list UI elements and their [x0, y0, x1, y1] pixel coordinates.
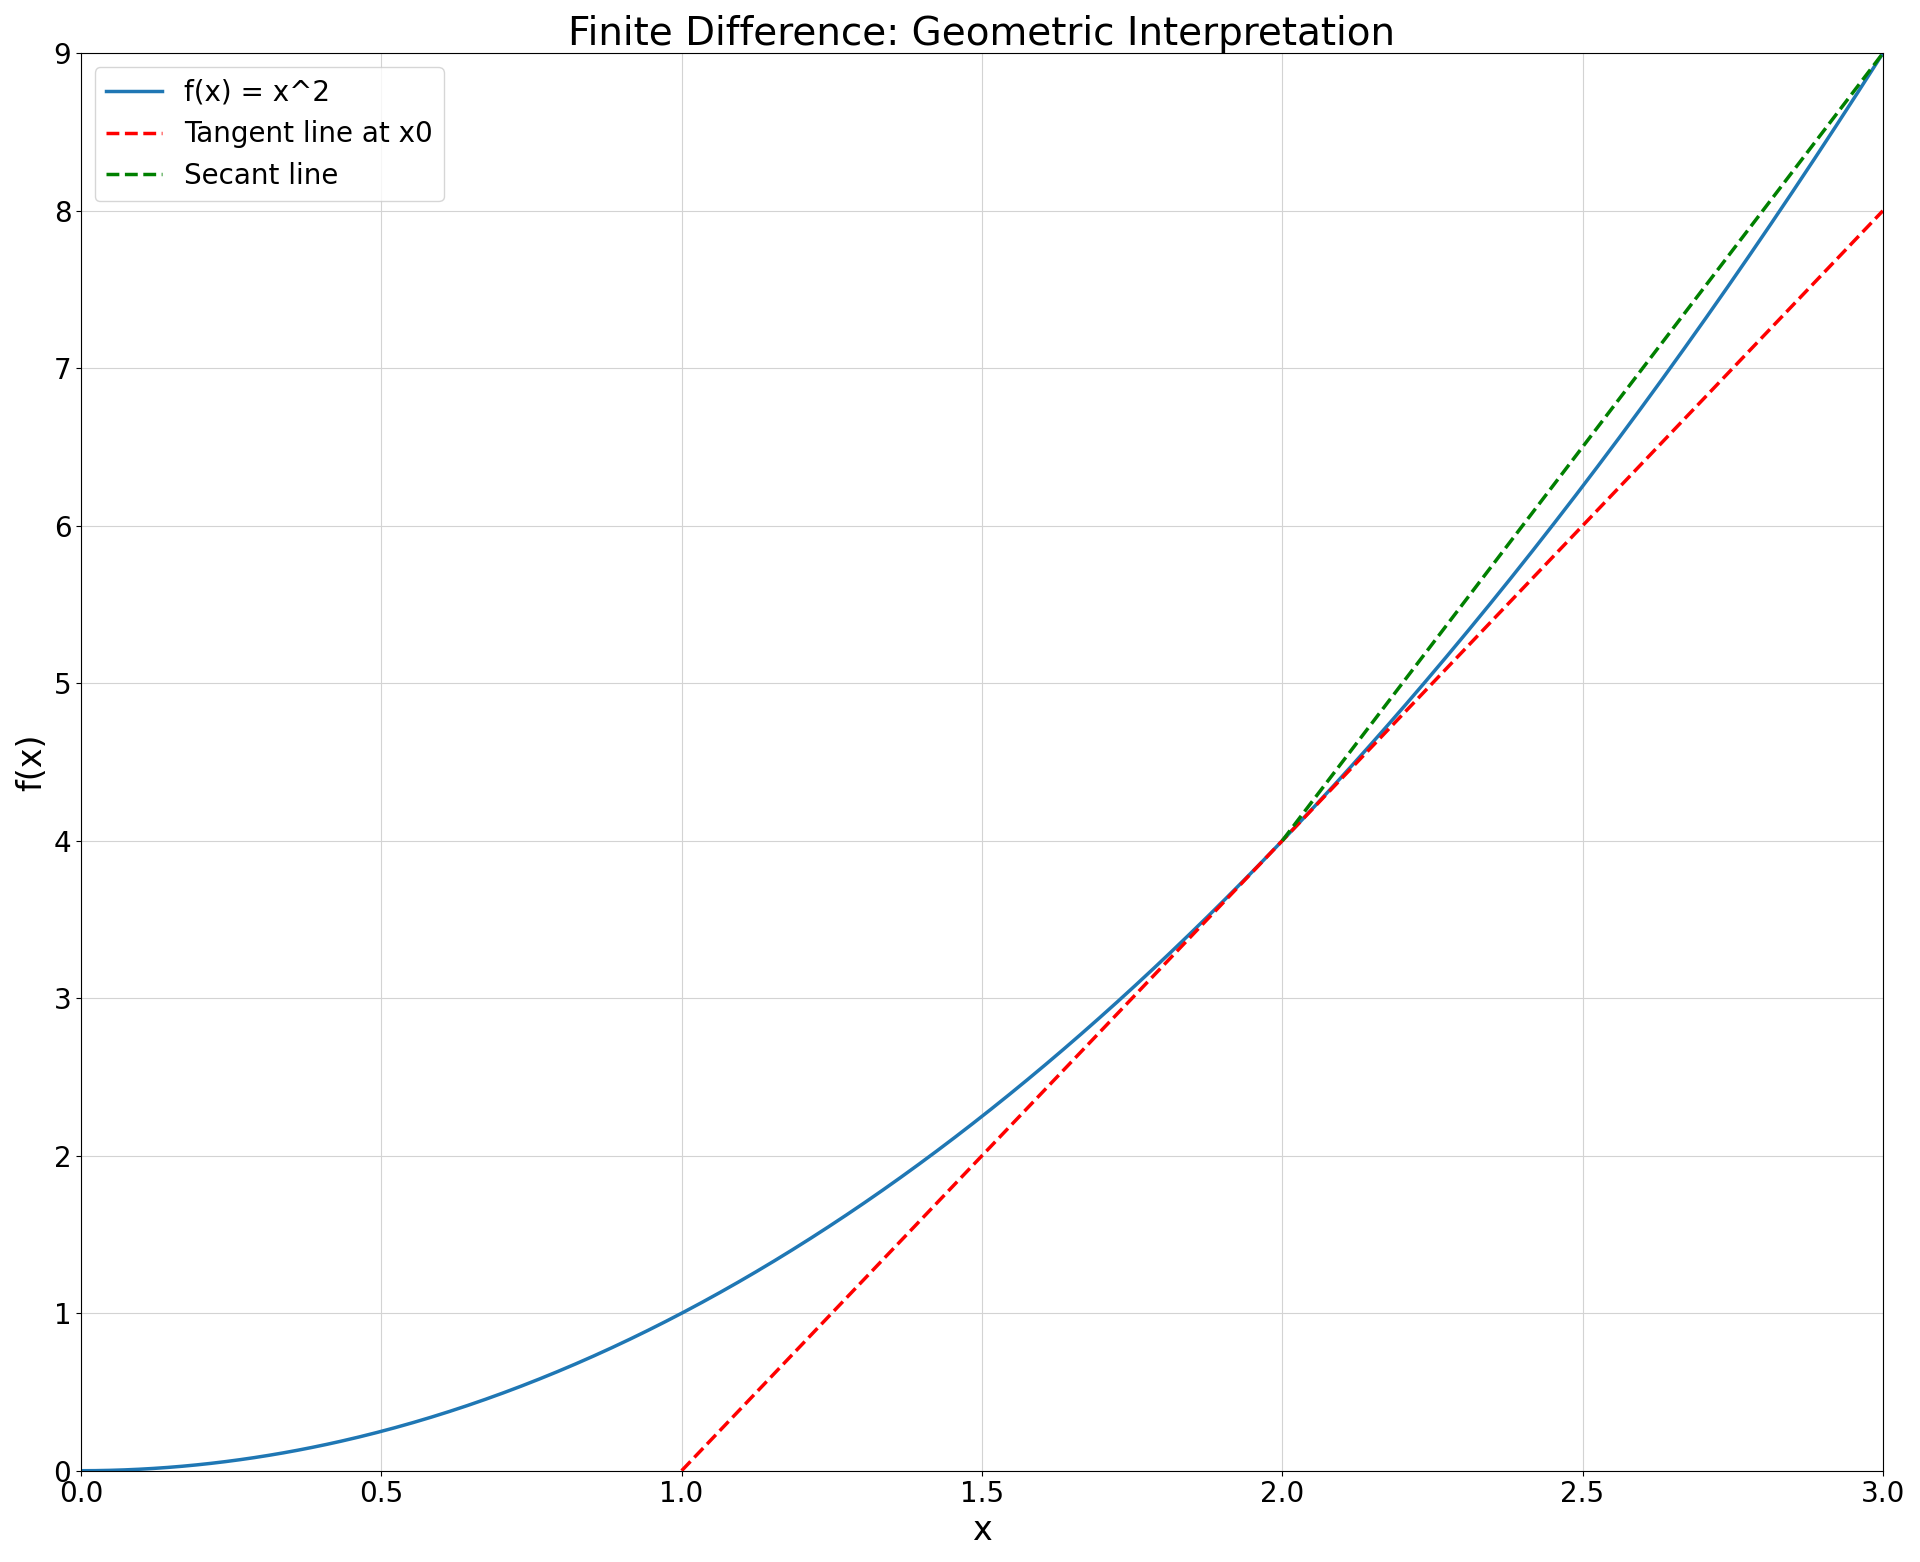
Tangent line at x0 [862, 1261, 885, 1279]
Secant line [1626, 366, 1649, 384]
Line: Tangent line at x0: Tangent line at x0 [682, 211, 1884, 1471]
Secant line [1273, 829, 1296, 848]
Secant line [1814, 117, 1837, 136]
Tangent line at x0 [1473, 620, 1496, 639]
Secant line [1872, 44, 1895, 62]
Secant line [1271, 831, 1294, 850]
Tangent line at x0 [1244, 859, 1267, 878]
Tangent line at x0 [1872, 201, 1895, 220]
f(x) = x^2 [925, 1142, 948, 1161]
f(x) = x^2 [1546, 509, 1569, 528]
Legend: f(x) = x^2, Tangent line at x0, Secant line: f(x) = x^2, Tangent line at x0, Secant l… [94, 67, 444, 201]
Title: Finite Difference: Geometric Interpretation: Finite Difference: Geometric Interpretat… [568, 16, 1396, 53]
f(x) = x^2 [1872, 44, 1895, 62]
Tangent line at x0 [670, 1462, 693, 1481]
Tangent line at x0 [1325, 775, 1348, 793]
f(x) = x^2 [69, 1462, 92, 1481]
f(x) = x^2 [1142, 959, 1165, 978]
Tangent line at x0 [1707, 373, 1730, 392]
X-axis label: x: x [972, 1514, 993, 1546]
f(x) = x^2 [1828, 111, 1851, 130]
Line: Secant line: Secant line [1283, 53, 1884, 840]
Tangent line at x0 [1440, 653, 1463, 672]
Secant line [1638, 350, 1661, 369]
Secant line [1628, 362, 1651, 381]
Y-axis label: f(x): f(x) [15, 733, 48, 790]
Secant line [1776, 167, 1799, 186]
f(x) = x^2 [1044, 1047, 1068, 1065]
f(x) = x^2 [937, 1134, 960, 1153]
Line: f(x) = x^2: f(x) = x^2 [81, 53, 1884, 1471]
